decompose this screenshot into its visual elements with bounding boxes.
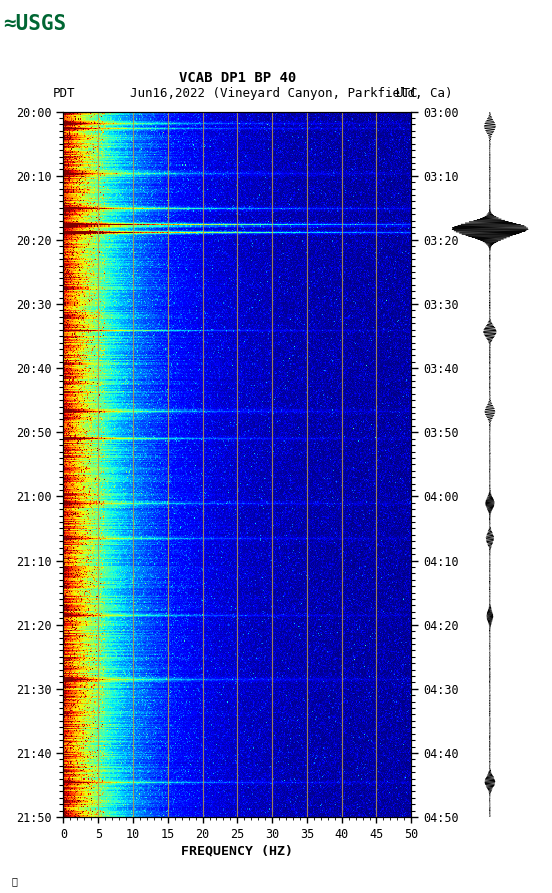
X-axis label: FREQUENCY (HZ): FREQUENCY (HZ) bbox=[182, 845, 293, 857]
Text: VCAB DP1 BP 40: VCAB DP1 BP 40 bbox=[179, 71, 296, 85]
Text: א: א bbox=[11, 876, 17, 886]
Text: UTC: UTC bbox=[395, 87, 417, 100]
Text: ≈USGS: ≈USGS bbox=[3, 14, 66, 34]
Text: Jun16,2022 (Vineyard Canyon, Parkfield, Ca): Jun16,2022 (Vineyard Canyon, Parkfield, … bbox=[130, 87, 452, 100]
Text: PDT: PDT bbox=[52, 87, 75, 100]
